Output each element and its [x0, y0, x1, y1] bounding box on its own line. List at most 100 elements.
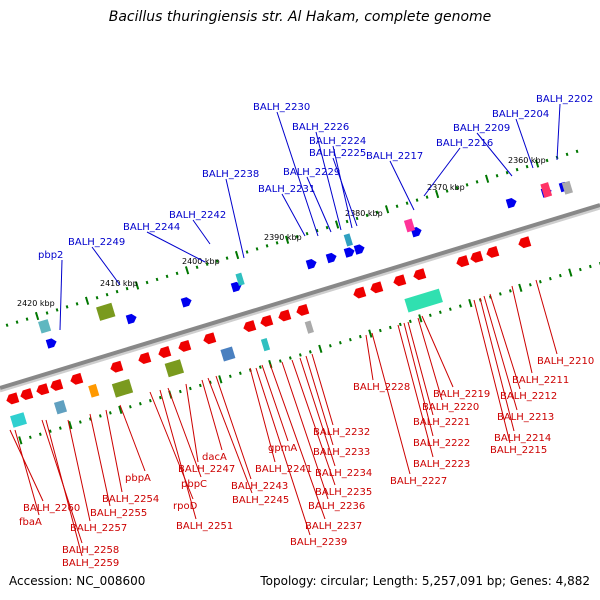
- leader-line: [159, 389, 197, 520]
- tick-mark: [28, 435, 32, 440]
- tick-mark: [365, 213, 369, 218]
- tick-mark: [325, 225, 329, 230]
- tick-mark: [384, 205, 390, 214]
- tick-mark: [465, 183, 469, 187]
- gene-label-reverse: BALH_2227: [390, 476, 447, 487]
- leader-line: [332, 157, 358, 227]
- tick-mark: [55, 308, 59, 312]
- leader-line: [332, 145, 353, 229]
- tick-mark: [275, 241, 279, 245]
- feature-block: [403, 218, 416, 233]
- leader-line: [67, 419, 91, 522]
- gene-label-reverse: BALH_2255: [90, 508, 147, 519]
- feature-block: [260, 338, 271, 352]
- leader-line: [423, 147, 461, 197]
- leader-line: [59, 259, 63, 331]
- gene-label-reverse: BALH_2236: [308, 501, 365, 512]
- tick-mark: [568, 268, 573, 277]
- leader-line: [146, 231, 206, 263]
- tick-mark: [418, 314, 423, 323]
- tick-mark: [508, 289, 512, 293]
- scale-label: 2370 kbp: [427, 183, 465, 192]
- tick-mark: [548, 276, 552, 281]
- leader-line: [225, 178, 245, 259]
- tick-mark: [165, 274, 169, 279]
- gene-label-reverse: BALH_2245: [232, 495, 289, 506]
- leader-line: [9, 429, 44, 502]
- gene-label-reverse: BALH_2259: [62, 558, 119, 569]
- gene-label-reverse: BALH_2258: [62, 545, 119, 556]
- tick-mark: [38, 432, 42, 436]
- gene-label-forward: BALH_2230: [253, 102, 310, 113]
- tick-mark: [238, 371, 242, 375]
- gene-label-forward: BALH_2238: [202, 169, 259, 180]
- gene-label-forward: BALH_2226: [292, 122, 349, 133]
- feature-block: [111, 378, 134, 398]
- tick-mark: [408, 319, 412, 324]
- tick-mark: [395, 204, 399, 208]
- label-leaders: [9, 103, 561, 557]
- tick-mark: [105, 292, 109, 297]
- genome-summary: Topology: circular; Length: 5,257,091 bp…: [260, 574, 590, 588]
- tick-mark: [15, 320, 19, 324]
- tick-mark: [148, 398, 152, 403]
- gene-label-reverse: BALH_2234: [315, 468, 372, 479]
- tick-mark: [434, 189, 440, 199]
- scale-label: 2390 kbp: [264, 233, 302, 242]
- leader-line: [281, 193, 306, 237]
- reverse-gene-arrow: [260, 314, 274, 327]
- leader-line: [407, 321, 434, 416]
- tick-mark: [284, 235, 290, 244]
- tick-mark: [218, 375, 223, 384]
- reverse-gene-arrow: [413, 268, 427, 281]
- gene-label-forward: BALH_2209: [453, 123, 510, 134]
- feature-block: [53, 399, 68, 415]
- leader-line: [515, 118, 534, 169]
- reverse-gene-arrow: [138, 352, 152, 365]
- tick-mark: [578, 267, 582, 272]
- tick-mark: [34, 311, 40, 321]
- gene-label-reverse: BALH_2235: [315, 487, 372, 498]
- gene-label-forward: BALH_2249: [68, 237, 125, 248]
- tick-mark: [588, 264, 592, 269]
- tick-mark: [265, 244, 269, 248]
- forward-gene-arrow: [45, 338, 57, 349]
- gene-label-reverse: pbpC: [181, 479, 207, 490]
- gene-label-reverse: BALH_2241: [255, 464, 312, 475]
- feature-block: [404, 288, 443, 313]
- gene-label-reverse: BALH_2212: [500, 391, 557, 402]
- tick-mark: [158, 395, 162, 400]
- gene-label-reverse: BALH_2214: [494, 433, 551, 444]
- tick-mark: [98, 414, 102, 418]
- scale-label: 2380 kbp: [345, 209, 383, 218]
- gene-label-reverse: dacA: [202, 452, 227, 463]
- reverse-gene-arrow: [296, 303, 310, 316]
- tick-mark: [18, 436, 23, 445]
- tick-mark: [528, 283, 532, 287]
- leader-line: [556, 103, 561, 161]
- tick-mark: [388, 325, 392, 330]
- leader-line: [192, 219, 211, 245]
- leader-line: [261, 364, 289, 442]
- tick-mark: [205, 262, 209, 266]
- tick-mark: [415, 198, 419, 202]
- tick-mark: [428, 313, 432, 318]
- tick-mark: [518, 283, 523, 292]
- tick-mark: [128, 405, 132, 409]
- leader-line: [473, 299, 511, 444]
- reverse-gene-arrow: [158, 346, 172, 358]
- reverse-gene-arrow: [50, 378, 64, 391]
- scale-label: 2360 kbp: [508, 156, 546, 165]
- reverse-gene-arrow: [518, 236, 532, 249]
- scale-label: 2420 kbp: [17, 299, 55, 308]
- leader-line: [201, 379, 223, 451]
- gene-label-forward: BALH_2244: [123, 222, 180, 233]
- tick-mark: [58, 426, 62, 430]
- forward-gene-arrow: [125, 313, 137, 325]
- scale-label: 2400 kbp: [182, 257, 220, 266]
- leader-line: [403, 322, 434, 437]
- tick-mark: [505, 170, 509, 175]
- tick-mark: [145, 280, 149, 285]
- gene-label-forward: BALH_2217: [366, 151, 423, 162]
- tick-mark: [318, 344, 323, 353]
